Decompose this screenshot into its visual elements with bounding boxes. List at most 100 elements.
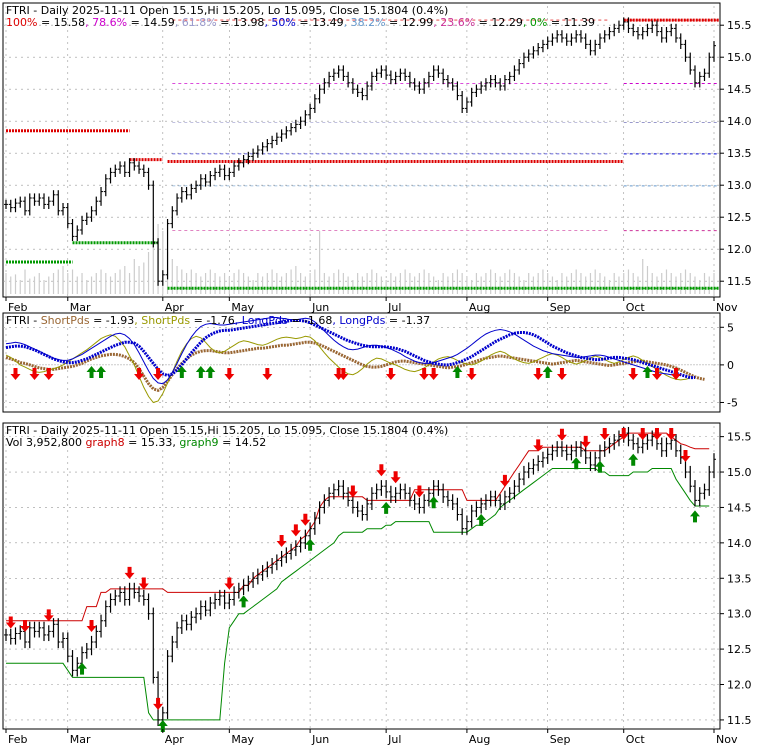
down-arrow bbox=[428, 368, 439, 380]
down-arrow bbox=[637, 428, 648, 440]
down-arrow bbox=[224, 368, 235, 380]
down-arrow bbox=[262, 368, 273, 380]
x-tick-label: Nov bbox=[716, 733, 738, 745]
up-arrow bbox=[205, 366, 216, 378]
pds-legend-label: , LongPds bbox=[235, 314, 288, 327]
up-arrow bbox=[157, 720, 168, 732]
down-arrow bbox=[29, 368, 40, 380]
y-tick-label: 11.5 bbox=[727, 275, 752, 288]
y-tick-label: 5 bbox=[727, 321, 734, 334]
down-arrow bbox=[86, 620, 97, 633]
graph-y-axis: 11.5 12.0 12.5 13.0 13.5 14.0 14.5 15.0 15.5 bbox=[720, 431, 752, 727]
down-arrow bbox=[43, 368, 54, 380]
down-arrow bbox=[670, 368, 681, 380]
fib-legend-value: = 13.98 bbox=[217, 16, 265, 29]
graph-header-legend: Vol 3,952,800 graph8 = 15.33, graph9 = 1… bbox=[6, 436, 266, 449]
graph-arrows bbox=[5, 428, 700, 732]
down-arrow bbox=[134, 368, 145, 380]
x-tick-label: Aug bbox=[469, 301, 490, 314]
y-tick-label: 14.0 bbox=[727, 115, 752, 128]
down-arrow bbox=[556, 428, 567, 441]
x-tick-label: May bbox=[231, 301, 254, 314]
up-arrow bbox=[381, 501, 392, 514]
up-arrow bbox=[689, 510, 700, 523]
fib-legend-value: = 14.59 bbox=[127, 16, 175, 29]
x-tick-label: Feb bbox=[8, 733, 27, 745]
price-bars-top bbox=[4, 17, 716, 286]
down-arrow bbox=[376, 464, 387, 477]
up-arrow bbox=[96, 366, 107, 378]
up-arrow bbox=[86, 366, 97, 378]
down-arrow bbox=[419, 368, 430, 380]
x-tick-label: Mar bbox=[70, 733, 91, 745]
fib-legend-value: = 12.29 bbox=[475, 16, 523, 29]
up-arrow bbox=[628, 453, 639, 466]
down-arrow bbox=[499, 474, 510, 487]
fib-legend-value: = 12.99 bbox=[386, 16, 434, 29]
down-arrow bbox=[466, 368, 477, 380]
down-arrow bbox=[390, 471, 401, 484]
up-arrow bbox=[594, 460, 605, 473]
fib-legend-label: , 61.8% bbox=[175, 16, 217, 29]
pds-y-axis: -5 0 5 bbox=[720, 321, 738, 409]
fib-legend-label: , 23.6% bbox=[433, 16, 475, 29]
down-arrow bbox=[385, 368, 396, 380]
down-arrow bbox=[651, 428, 662, 440]
y-tick-label: -5 bbox=[727, 396, 738, 409]
pds-series-longpds bbox=[5, 319, 696, 380]
down-arrow bbox=[276, 535, 287, 548]
x-tick-label: Jul bbox=[387, 733, 401, 745]
graph-header-title: FTRI - Daily 2025-11-11 Open 15.15,Hi 15… bbox=[6, 424, 448, 437]
fib-legend-value: = 11.39 bbox=[547, 16, 595, 29]
fib-legend-value: = 13.49 bbox=[296, 16, 344, 29]
up-arrow bbox=[77, 662, 88, 675]
pds-legend-value: = -1.68 bbox=[288, 314, 333, 327]
fib-legend-label: , 38.2% bbox=[344, 16, 386, 29]
y-tick-label: 15.5 bbox=[727, 19, 752, 32]
pds-legend-label: , LongPds bbox=[332, 314, 385, 327]
pds-legend-value: = -1.76 bbox=[190, 314, 235, 327]
down-arrow bbox=[414, 485, 425, 498]
y-tick-label: 15.0 bbox=[727, 466, 752, 479]
up-arrow bbox=[476, 513, 487, 526]
x-tick-label: Apr bbox=[165, 301, 185, 314]
up-arrow bbox=[571, 457, 582, 470]
panel-pds-frame bbox=[2, 312, 721, 413]
down-arrow bbox=[153, 697, 164, 710]
pds-series-shortpds bbox=[5, 340, 705, 393]
pds-series-longpds bbox=[5, 317, 681, 385]
down-arrow bbox=[153, 368, 164, 380]
volume-bars bbox=[5, 224, 715, 294]
y-tick-label: 12.5 bbox=[727, 211, 752, 224]
x-tick-label: Jul bbox=[387, 301, 401, 314]
y-tick-label: 15.5 bbox=[727, 431, 752, 444]
up-arrow bbox=[542, 366, 553, 378]
down-arrow bbox=[580, 435, 591, 448]
down-arrow bbox=[533, 368, 544, 380]
y-tick-label: 12.0 bbox=[727, 243, 752, 256]
down-arrow bbox=[43, 609, 54, 622]
down-arrow bbox=[138, 577, 149, 590]
fib-legend-value: = 15.58 bbox=[37, 16, 85, 29]
down-arrow bbox=[290, 524, 301, 537]
down-arrow bbox=[680, 450, 691, 463]
x-tick-label: Mar bbox=[70, 301, 91, 314]
up-arrow bbox=[642, 366, 653, 378]
y-tick-label: 13.0 bbox=[727, 179, 752, 192]
down-arrow bbox=[666, 428, 677, 440]
x-tick-label: Oct bbox=[626, 733, 646, 745]
pds-series-shortpds bbox=[5, 334, 691, 404]
down-arrow bbox=[556, 368, 567, 380]
pds-lines bbox=[5, 317, 705, 404]
y-tick-label: 14.0 bbox=[727, 537, 752, 550]
y-tick-label: 13.0 bbox=[727, 608, 752, 621]
x-tick-label: Apr bbox=[165, 733, 185, 745]
pds-legend-value: = -1.37 bbox=[385, 314, 430, 327]
up-arrow bbox=[452, 366, 463, 378]
pds-legend-value: = -1.93 bbox=[90, 314, 135, 327]
down-arrow bbox=[224, 577, 235, 590]
pds-legend-label: , ShortPds bbox=[134, 314, 190, 327]
up-arrow bbox=[238, 595, 249, 608]
price-bars-bottom bbox=[4, 426, 716, 727]
